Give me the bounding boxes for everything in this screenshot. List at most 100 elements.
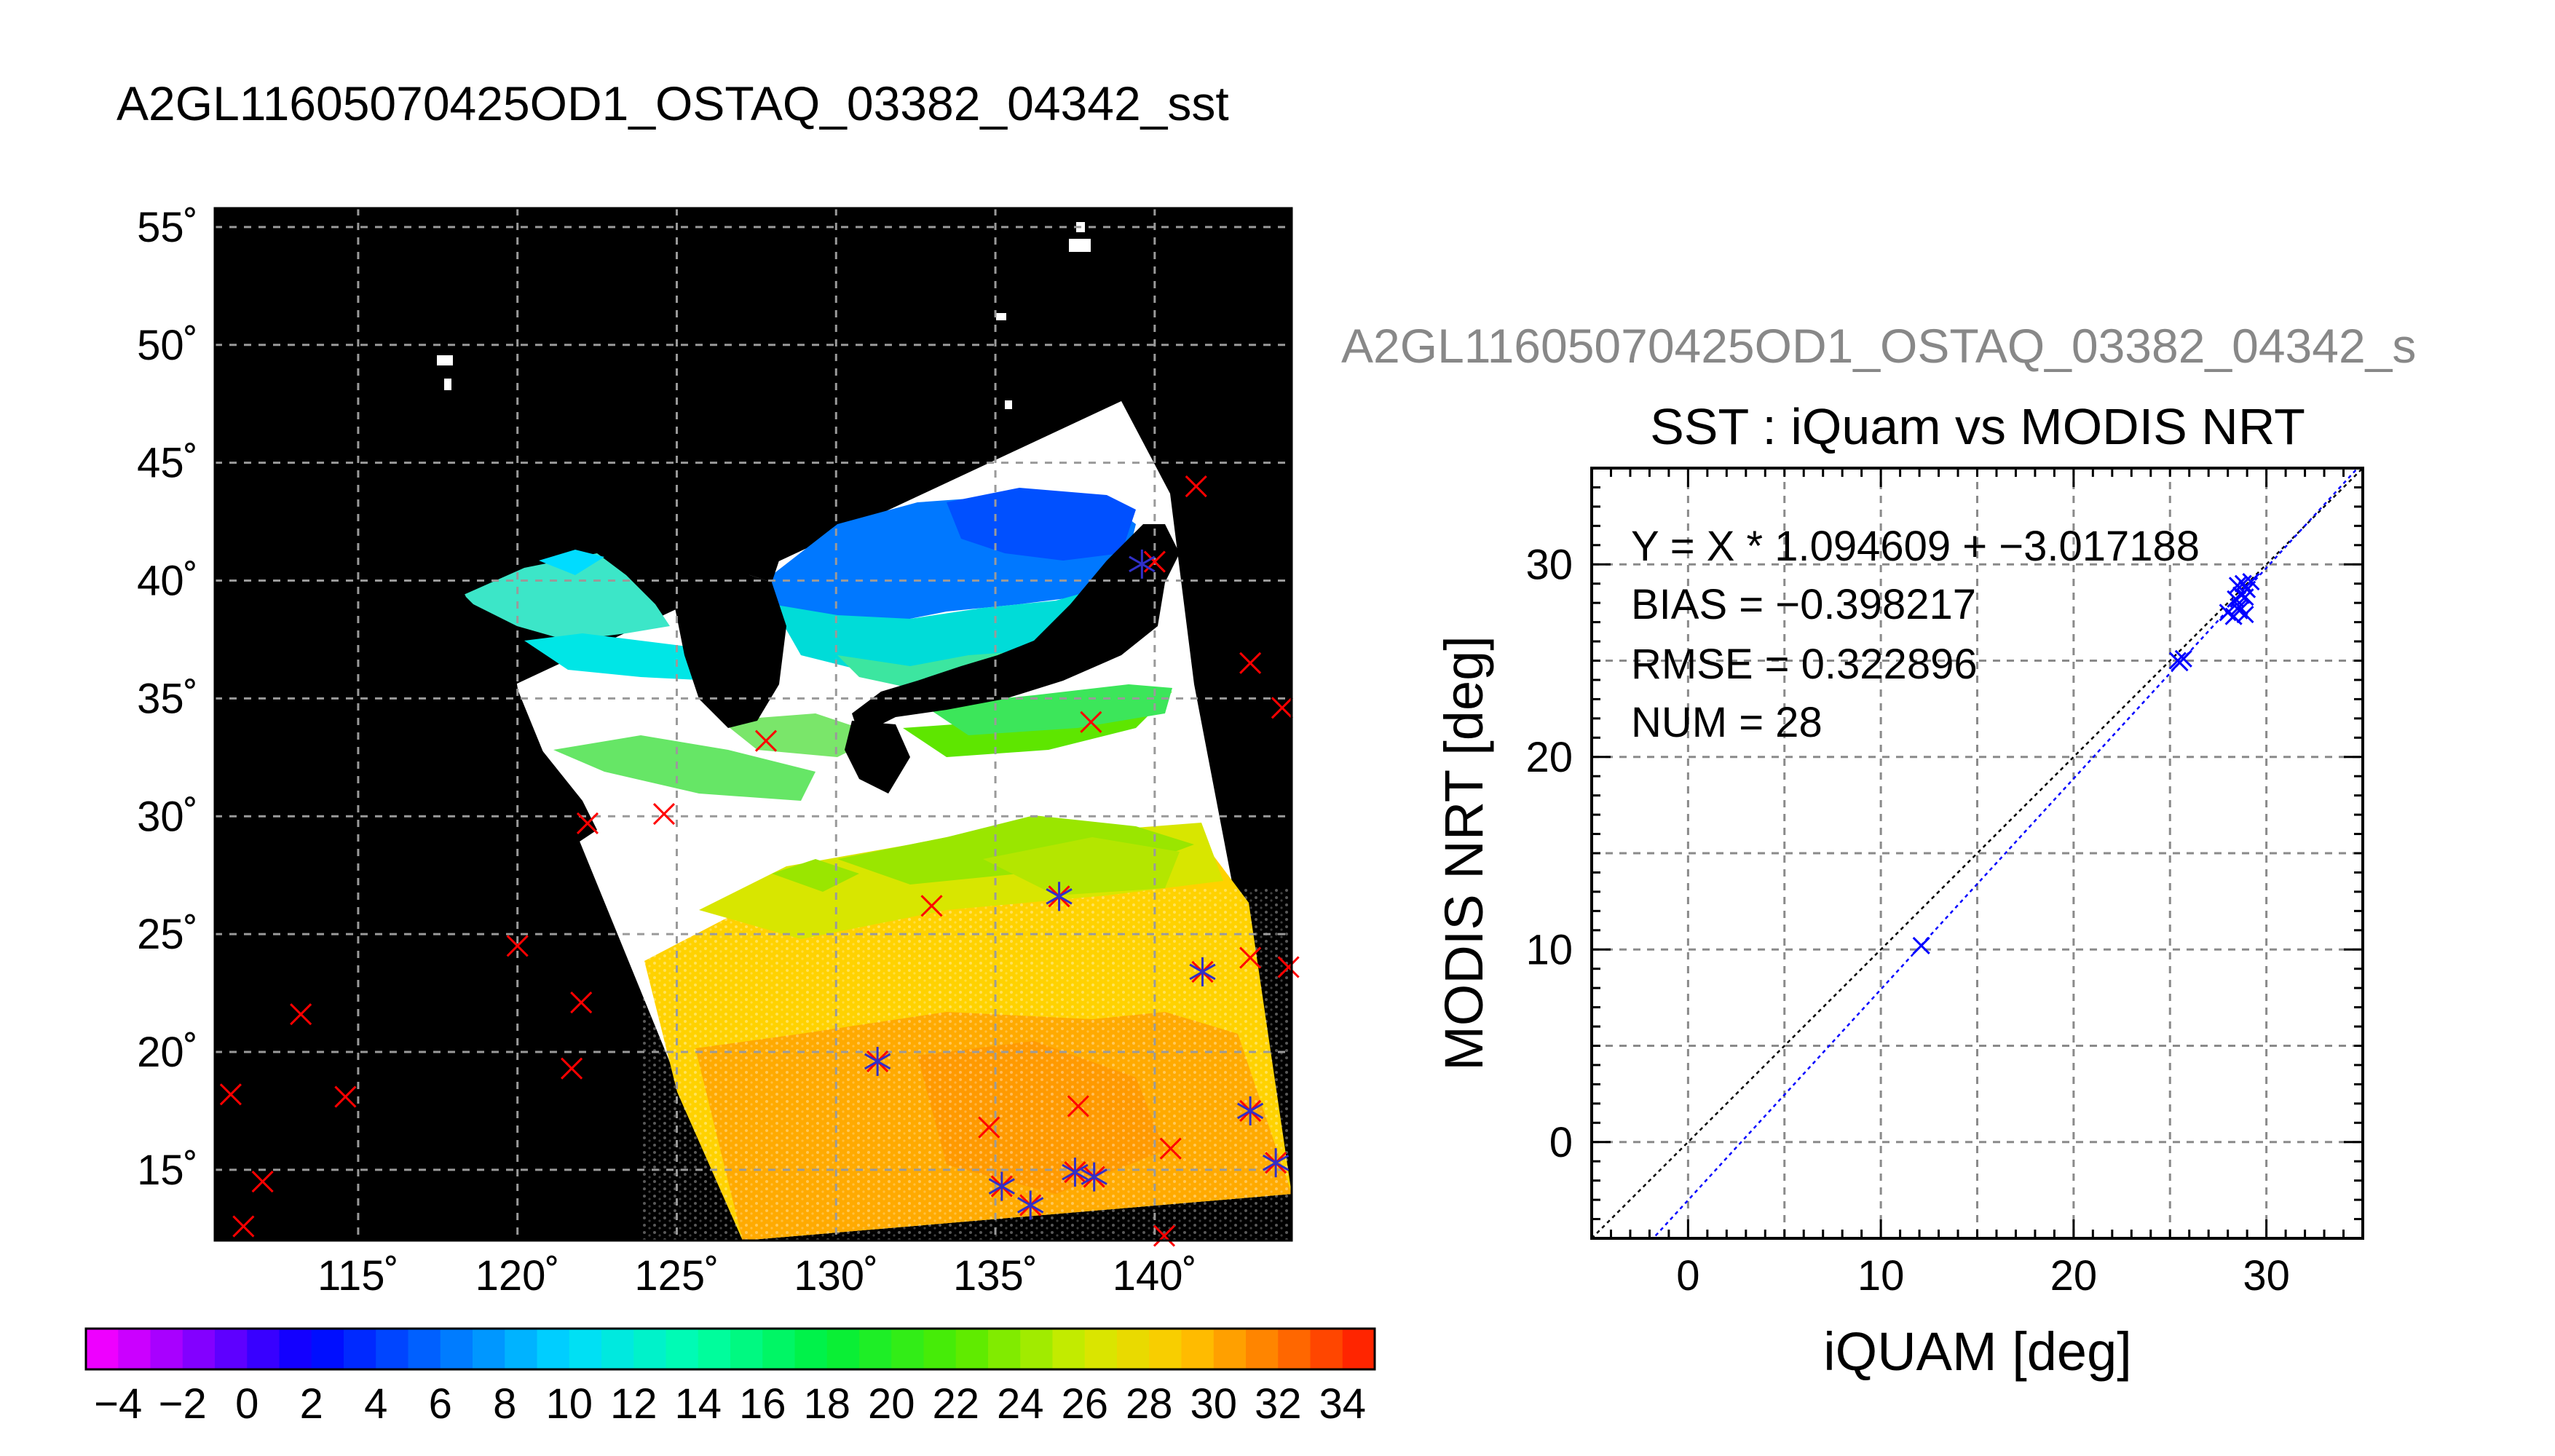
map-lon-tick-label: 140˚ xyxy=(1113,1252,1197,1299)
iquam-marker xyxy=(978,1116,1000,1139)
stats-bias: BIAS = −0.398217 xyxy=(1631,581,1976,628)
colorbar-cell xyxy=(1278,1329,1311,1369)
colorbar-tick-label: 6 xyxy=(429,1380,452,1428)
fit-line xyxy=(1651,468,2359,1238)
colorbar-tick-label: 26 xyxy=(1061,1380,1108,1428)
colorbar-tick-label: −2 xyxy=(159,1380,207,1428)
matchup-marker xyxy=(1236,1096,1264,1125)
sst-cyan-japansea-south xyxy=(772,582,1136,670)
stats-rmse: RMSE = 0.322896 xyxy=(1631,641,1978,688)
sst-green-small xyxy=(772,859,859,892)
map-lon-tick-label: 130˚ xyxy=(794,1252,878,1299)
map-grid xyxy=(215,208,1292,1241)
colorbar-cell xyxy=(762,1329,795,1369)
scatter-y-tick-label: 0 xyxy=(1549,1119,1573,1166)
scatter-x-tick-labels: 0 10 20 30 xyxy=(1676,1252,2290,1299)
colorbar-cell xyxy=(1246,1329,1279,1369)
sst-cyan-bohai xyxy=(539,550,604,575)
scatter-point xyxy=(2230,601,2248,620)
colorbar-cells xyxy=(86,1329,1375,1369)
scatter-y-tick-label: 30 xyxy=(1525,541,1573,588)
iquam-marker xyxy=(290,1003,312,1026)
scatter-filename: A2GL11605070425OD1_OSTAQ_03382_04342_s xyxy=(1341,319,2416,373)
matchup-marker xyxy=(1046,882,1073,911)
colorbar-tick-label: 12 xyxy=(610,1380,657,1428)
map-lon-tick-label: 135˚ xyxy=(953,1252,1038,1299)
scatter-point xyxy=(2236,588,2254,606)
colorbar-cell xyxy=(1342,1329,1375,1369)
iquam-marker xyxy=(920,895,943,917)
scatter-point xyxy=(1912,936,1930,955)
map-lon-tick-label: 120˚ xyxy=(475,1252,560,1299)
colorbar-cell xyxy=(988,1329,1021,1369)
cloud-speck xyxy=(1005,400,1012,409)
map-title: A2GL11605070425OD1_OSTAQ_03382_04342_sst xyxy=(117,76,1229,130)
scatter-x-tick-label: 10 xyxy=(1857,1252,1905,1299)
colorbar-frame xyxy=(84,1327,1376,1371)
colorbar-tick-label: 32 xyxy=(1255,1380,1302,1428)
matchup-marker xyxy=(988,1171,1015,1201)
colorbar-tick-label: 16 xyxy=(739,1380,786,1428)
scatter-x-tick-label: 30 xyxy=(2243,1252,2290,1299)
matchup-marker xyxy=(1129,549,1156,579)
colorbar-cell xyxy=(505,1329,537,1369)
cloud-speck xyxy=(996,313,1006,320)
scatter-x-axis-label: iQUAM [deg] xyxy=(1823,1321,2132,1382)
matchup-marker xyxy=(1017,1190,1044,1220)
colorbar-cell xyxy=(182,1329,216,1369)
colorbar-cell xyxy=(150,1329,183,1369)
colorbar-tick-label: −4 xyxy=(94,1380,142,1428)
matchup-marker xyxy=(1262,1148,1290,1178)
map-lat-labels: 15˚ 20˚ 25˚ 30˚ 35˚ 40˚ 45˚ 50˚ 55˚ xyxy=(137,204,198,1194)
colorbar-cell xyxy=(537,1329,570,1369)
iquam-marker xyxy=(1239,652,1262,674)
map-lat-tick-label: 15˚ xyxy=(137,1147,198,1194)
colorbar-cell xyxy=(601,1329,634,1369)
iquam-marker xyxy=(1080,711,1102,733)
colorbar-cell xyxy=(311,1329,344,1369)
map-lat-tick-label: 55˚ xyxy=(137,204,198,251)
colorbar-tick-label: 0 xyxy=(235,1380,258,1428)
cloud-speck xyxy=(1069,239,1091,252)
sst-cyan-yellowsea xyxy=(459,553,670,641)
scatter-points xyxy=(1912,572,2260,955)
map-lat-tick-label: 50˚ xyxy=(137,322,198,369)
matchup-marker xyxy=(1189,957,1216,986)
iquam-marker xyxy=(1185,475,1207,498)
colorbar-cell xyxy=(666,1329,699,1369)
colorbar-cell xyxy=(279,1329,312,1369)
scatter-y-tick-label: 20 xyxy=(1525,734,1573,781)
colorbar-cell xyxy=(633,1329,666,1369)
colorbar-tick-label: 28 xyxy=(1126,1380,1173,1428)
iquam-marker xyxy=(1153,1224,1176,1247)
colorbar-cell xyxy=(440,1329,473,1369)
sst-green-scatter xyxy=(983,837,1180,895)
land-kyushu xyxy=(845,721,910,794)
matchup-marker xyxy=(1081,1162,1107,1192)
scatter-title: SST : iQuam vs MODIS NRT xyxy=(1650,398,2305,455)
map-panel: 15˚ 20˚ 25˚ 30˚ 35˚ 40˚ 45˚ 50˚ 55˚ 115˚ 120˚ 125˚… xyxy=(137,204,1300,1299)
iquam-marker xyxy=(652,802,676,826)
colorbar-cell xyxy=(1020,1329,1053,1369)
iquam-marker xyxy=(232,1215,255,1238)
land-japan xyxy=(852,524,1180,735)
colorbar-cell xyxy=(1117,1329,1150,1369)
map-lon-tick-label: 115˚ xyxy=(317,1252,399,1299)
colorbar-cell xyxy=(859,1329,892,1369)
land-korea xyxy=(670,568,786,728)
scatter-point xyxy=(2171,654,2189,672)
colorbar-cell xyxy=(247,1329,280,1369)
colorbar-cell xyxy=(1181,1329,1215,1369)
colorbar-tick-label: 20 xyxy=(868,1380,915,1428)
colorbar-cell xyxy=(1310,1329,1343,1369)
map-frame xyxy=(213,207,1293,1242)
iquam-marker xyxy=(334,1085,357,1108)
colorbar-cell xyxy=(1084,1329,1118,1369)
map-lon-labels: 115˚ 120˚ 125˚ 130˚ 135˚ 140˚ xyxy=(317,1252,1197,1299)
iquam-marker xyxy=(1067,1095,1089,1117)
iquam-marker xyxy=(219,1083,242,1106)
sst-blue-north xyxy=(947,488,1136,561)
scatter-x-tick-label: 0 xyxy=(1676,1252,1699,1299)
iquam-marker xyxy=(506,935,529,957)
